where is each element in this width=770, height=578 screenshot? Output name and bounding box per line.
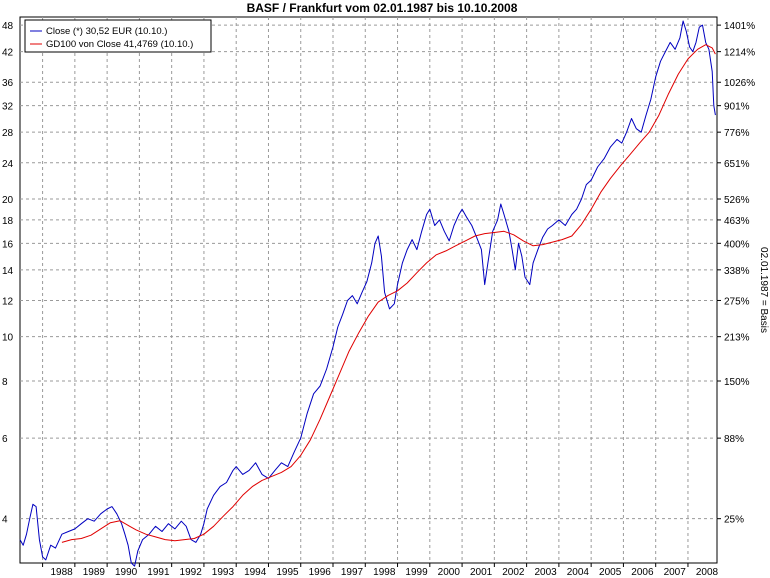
y-left-tick-label: 12 [2, 296, 14, 307]
y-right-tick-label: 275% [724, 296, 750, 307]
y-right-tick-label: 400% [724, 239, 750, 250]
x-tick-label: 1997 [341, 567, 364, 578]
y-left-tick-label: 8 [2, 377, 8, 388]
y-left-tick-label: 32 [2, 102, 14, 113]
x-tick-label: 2007 [664, 567, 687, 578]
y-right-tick-label: 1214% [724, 48, 755, 59]
chart-title: BASF / Frankfurt vom 02.01.1987 bis 10.1… [247, 1, 518, 15]
series-close-line [19, 20, 716, 567]
legend-entry-gd100: GD100 von Close 41,4769 (10.10.) [46, 39, 193, 50]
grid-lines [20, 17, 717, 563]
x-tick-label: 2008 [696, 567, 719, 578]
x-tick-label: 2005 [599, 567, 622, 578]
x-tick-label: 2001 [470, 567, 493, 578]
y-right-tick-label: 1026% [724, 78, 755, 89]
x-tick-label: 1993 [212, 567, 235, 578]
legend-entry-close: Close (*) 30,52 EUR (10.10.) [46, 26, 167, 37]
y-right-tick-label: 25% [724, 515, 744, 526]
x-tick-label: 2002 [502, 567, 525, 578]
legend-box [24, 19, 212, 53]
right-axis-label: 02.01.1987 = Basis [758, 247, 769, 333]
y-left-tick-label: 4 [2, 515, 8, 526]
x-tick-label: 2003 [534, 567, 557, 578]
y-left-tick-label: 14 [2, 266, 14, 277]
plot-area [19, 16, 718, 564]
y-right-tick-label: 463% [724, 216, 750, 227]
y-left-tick-label: 48 [2, 21, 14, 32]
y-left-tick-label: 20 [2, 195, 14, 206]
series-gd100-line [61, 44, 716, 543]
series-layer [19, 20, 716, 567]
x-tick-label: 2004 [567, 567, 590, 578]
x-tick-label: 1998 [373, 567, 396, 578]
y-right-tick-label: 213% [724, 333, 750, 344]
y-right-tick-label: 901% [724, 102, 750, 113]
x-tick-label: 1991 [147, 567, 170, 578]
y-left-tick-label: 28 [2, 128, 14, 139]
y-left-tick-label: 6 [2, 434, 8, 445]
y-left-tick-label: 16 [2, 239, 14, 250]
y-left-tick-label: 10 [2, 333, 14, 344]
x-tick-label: 1992 [180, 567, 203, 578]
y-right-tick-label: 776% [724, 128, 750, 139]
y-right-tick-label: 651% [724, 159, 750, 170]
y-left-tick-label: 42 [2, 48, 14, 59]
legend: Close (*) 30,52 EUR (10.10.) GD100 von C… [24, 19, 212, 53]
x-tick-label: 1999 [405, 567, 428, 578]
y-right-tick-label: 526% [724, 195, 750, 206]
y-axis-right: 1401% 1214% 1026% 901% 776% 651% 526% 463% 400% 3… [717, 21, 755, 526]
y-right-tick-label: 338% [724, 266, 750, 277]
y-right-tick-label: 1401% [724, 21, 755, 32]
x-tick-label: 1995 [276, 567, 299, 578]
x-axis: 1988 1989 1990 1991 1992 1993 1994 1995 1996 1997… [42, 563, 719, 578]
x-tick-label: 2000 [438, 567, 461, 578]
y-left-tick-label: 24 [2, 159, 14, 170]
x-tick-label: 1990 [115, 567, 138, 578]
y-left-tick-label: 36 [2, 78, 14, 89]
y-right-tick-label: 150% [724, 377, 750, 388]
x-tick-label: 1988 [50, 567, 73, 578]
x-tick-label: 2006 [631, 567, 654, 578]
x-tick-label: 1996 [309, 567, 332, 578]
x-tick-label: 1989 [83, 567, 106, 578]
y-right-tick-label: 88% [724, 434, 744, 445]
y-axis-left: 48 42 36 32 28 24 20 18 16 14 12 10 8 6 4 [2, 21, 14, 526]
y-left-tick-label: 18 [2, 216, 14, 227]
x-tick-label: 1994 [244, 567, 267, 578]
